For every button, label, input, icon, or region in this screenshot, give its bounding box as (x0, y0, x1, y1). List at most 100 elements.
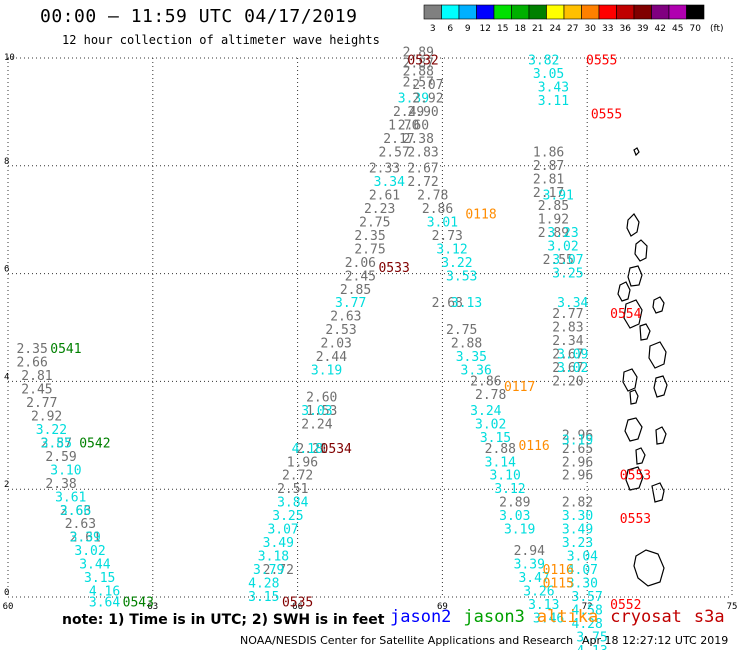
pass-time-label: 2.34 (552, 334, 583, 349)
chart-title: 00:00 – 11:59 UTC 04/17/2019 (40, 6, 358, 27)
pass-time-label: 3.43 (538, 81, 569, 96)
color-legend: 3 6 9 12 15 18 21 24 27 30 33 36 39 42 45 70 (ft) (423, 4, 724, 34)
coastline (626, 213, 640, 237)
pass-time-label: 2.23 (364, 202, 395, 217)
pass-time-label: 3.49 (263, 536, 294, 551)
legend-tick-label: 24 (550, 24, 562, 34)
pass-time-label: 3.24 (470, 404, 501, 419)
chart-subtitle: 12 hour collection of altimeter wave hei… (62, 33, 380, 47)
pass-time-label: 2.83 (552, 321, 583, 336)
pass-time-label: 2.75 (354, 242, 385, 257)
pass-time-label: 2.61 (369, 188, 400, 203)
pass-time-label: 2.78 (475, 388, 506, 403)
legend-tick-label: 33 (602, 24, 613, 34)
pass-time-label: 3.15 (480, 431, 511, 446)
pass-time-label: 3.26 (523, 585, 554, 600)
pass-time-label: 2.85 (538, 199, 569, 214)
x-tick-label: 75 (727, 602, 738, 612)
pass-time-label: 3.49 (562, 523, 593, 538)
pass-time-label: 3.61 (55, 490, 86, 505)
coastline (617, 281, 631, 302)
pass-time-label: 2.51 (277, 482, 308, 497)
coastline (655, 426, 667, 445)
pass-time-label: 2.33 (369, 161, 400, 176)
pass-time-label: 1.70 (388, 118, 419, 133)
coastline (639, 323, 651, 341)
pass-time-label: 3.05 (533, 67, 564, 82)
pass-time-label: 0553 (620, 469, 651, 484)
pass-time-label: 3.15 (84, 571, 115, 586)
satellite-cryosat: cryosat (610, 607, 682, 627)
pass-time-label: 2.49 (393, 105, 424, 120)
pass-time-label: 2.72 (263, 563, 294, 578)
pass-time-label: 2.89 (538, 226, 569, 241)
satellite-s3a: s3a (693, 607, 725, 627)
pass-time-label: 2.67 (407, 161, 438, 176)
coastline (623, 299, 643, 329)
pass-time-label: 2.75 (359, 215, 390, 230)
pass-time-label: 2.72 (282, 469, 313, 484)
pass-time-label: 2.75 (446, 323, 477, 338)
pass-time-label: 3.39 (514, 558, 545, 573)
pass-time-label: 0552 (610, 598, 641, 613)
pass-time-label: 2.60 (398, 118, 429, 133)
pass-time-label: 2.92 (31, 409, 62, 424)
x-tick-label: 66 (292, 602, 303, 612)
pass-time-label: 2.87 (533, 159, 564, 174)
pass-time-label: 2.96 (562, 455, 593, 470)
x-tick-label: 72 (582, 602, 593, 612)
pass-time-label: 2.35 (16, 342, 47, 357)
pass-time-label: 2.92 (412, 91, 443, 106)
pass-time-label: 2.85 (340, 283, 371, 298)
pass-time-label: 2.66 (16, 356, 47, 371)
pass-time-label: 3.03 (499, 509, 530, 524)
satellite-jason2: jason2 (390, 607, 452, 627)
pass-time-label: 0553 (620, 512, 651, 527)
pass-time-label: 2.72 (407, 175, 438, 190)
pass-time-label: 2.81 (21, 369, 52, 384)
pass-time-label: 3.01 (427, 215, 458, 230)
pass-time-label: 2.20 (552, 374, 583, 389)
pass-time-label: 3.10 (50, 463, 81, 478)
pass-time-label: 2.45 (345, 269, 376, 284)
coastline (648, 341, 667, 369)
pass-time-label: 2.17 (533, 186, 564, 201)
pass-time-label: 3.15 (248, 590, 279, 605)
coastline (635, 447, 646, 465)
pass-time-label: 3.02 (557, 361, 588, 376)
pass-time-label: 3.02 (547, 240, 578, 255)
pass-time-label: 0115 (543, 577, 574, 592)
x-tick-label: 63 (147, 602, 158, 612)
pass-time-label: 2.63 (60, 504, 91, 519)
legend-tick-label: 30 (585, 24, 597, 34)
pass-time-label: 3.18 (258, 550, 289, 565)
pass-time-label: 3.75 (576, 630, 607, 645)
coastline (633, 147, 640, 157)
pass-time-label: 1.86 (533, 145, 564, 160)
pass-time-label: 0543 (123, 595, 154, 610)
pass-time-label: 2.77 (552, 307, 583, 322)
pass-time-label: 3.02 (475, 418, 506, 433)
pass-time-label: 2.65 (562, 442, 593, 457)
pass-time-label: 2.35 (354, 229, 385, 244)
pass-time-label: 2.57 (378, 145, 409, 160)
pass-time-label: 4.16 (89, 585, 120, 600)
x-tick-label: 60 (3, 602, 14, 612)
y-tick-label: 6 (4, 265, 9, 275)
pass-time-label: 4.58 (572, 603, 603, 618)
pass-time-label: 2.24 (301, 418, 332, 433)
pass-time-label: 3.35 (456, 350, 487, 365)
legend-tick-label: 3 (430, 24, 436, 34)
pass-time-label: 0117 (504, 380, 535, 395)
pass-time-label: 2.67 (552, 347, 583, 362)
pass-time-label: 4.13 (576, 644, 607, 650)
pass-time-label: 3.09 (557, 347, 588, 362)
pass-time-label: 3.25 (552, 267, 583, 282)
legend-tick-label: 45 (672, 24, 683, 34)
pass-time-label: 3.23 (547, 226, 578, 241)
pass-time-label: 2.38 (45, 477, 76, 492)
pass-time-label: 3.30 (562, 509, 593, 524)
pass-time-label: 3.66 (60, 504, 91, 519)
y-tick-label: 8 (4, 157, 9, 167)
pass-time-label: 3.07 (552, 253, 583, 268)
